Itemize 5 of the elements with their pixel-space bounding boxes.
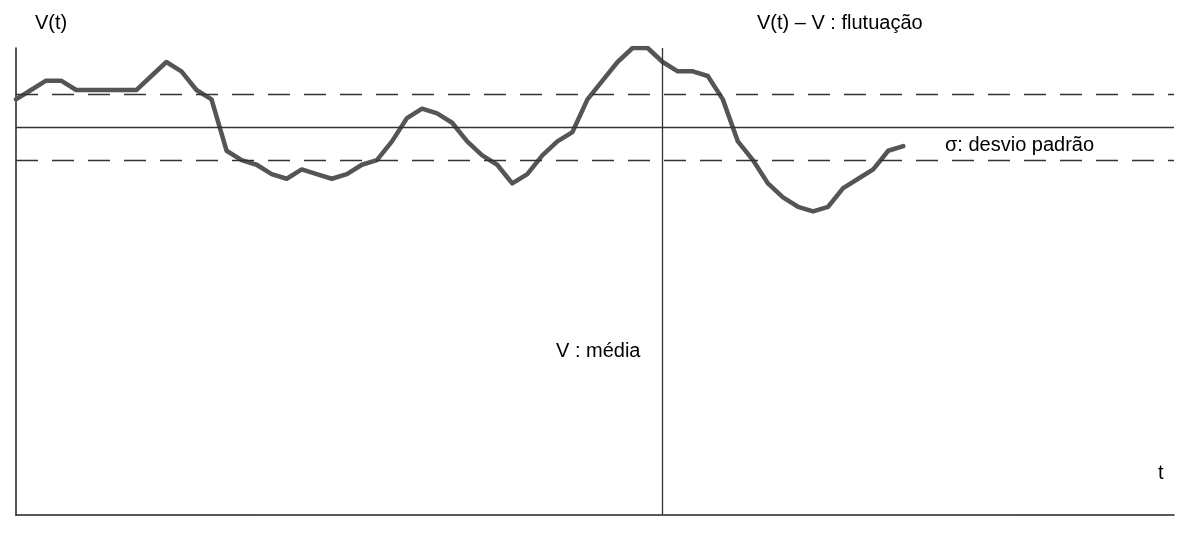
x-axis-title: t [1158,461,1164,483]
annotation: V : média [556,339,642,361]
text: V(t) – V : flutuação [757,11,923,33]
y-axis-title: V(t) [35,11,68,33]
annotation: σ: desvio padrão [945,133,1095,155]
